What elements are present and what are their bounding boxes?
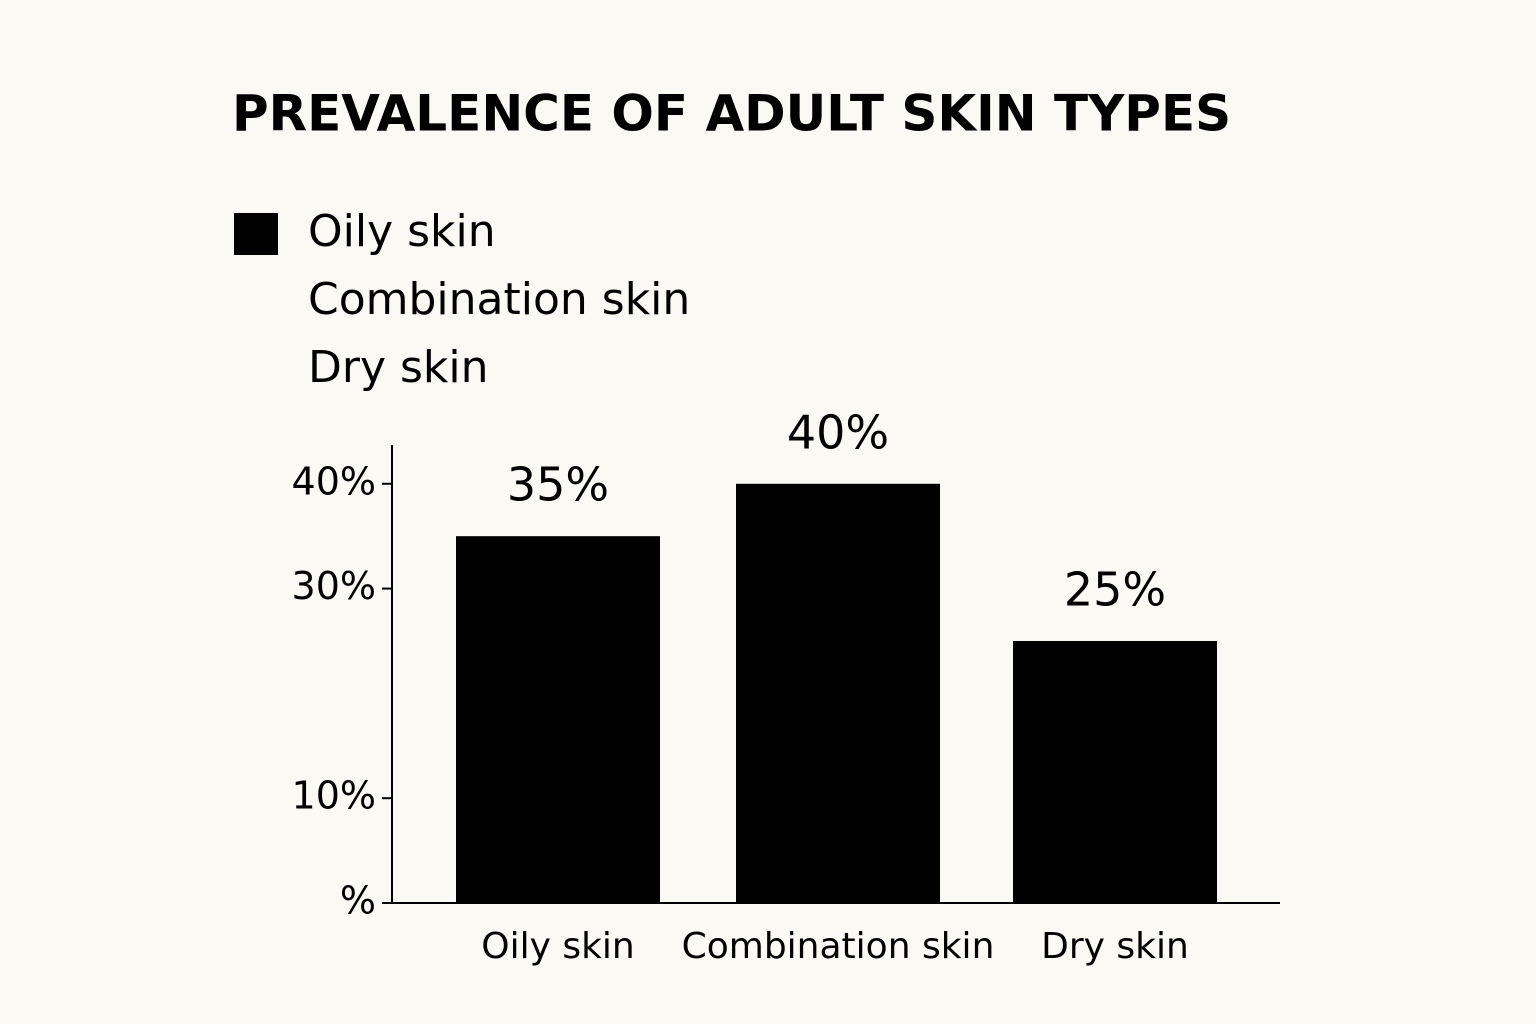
legend-swatch xyxy=(234,213,278,255)
legend-label: Oily skin xyxy=(308,206,496,257)
y-tick-label: 10% xyxy=(292,774,376,818)
y-tick-label: % xyxy=(340,879,376,923)
x-tick-label: Dry skin xyxy=(1041,926,1189,967)
y-tick-label: 40% xyxy=(292,459,376,503)
legend-label: Combination skin xyxy=(308,274,690,325)
bar xyxy=(456,536,660,903)
legend-label: Dry skin xyxy=(308,342,489,393)
bar xyxy=(736,483,940,903)
y-tick-label: 30% xyxy=(292,564,376,608)
x-tick-label: Oily skin xyxy=(481,926,635,967)
value-label: 25% xyxy=(1064,562,1166,616)
value-label: 35% xyxy=(507,458,609,512)
chart-title: PREVALENCE OF ADULT SKIN TYPES xyxy=(232,85,1231,143)
x-tick-label: Combination skin xyxy=(682,926,995,967)
bar xyxy=(1013,640,1217,903)
value-label: 40% xyxy=(787,405,889,459)
